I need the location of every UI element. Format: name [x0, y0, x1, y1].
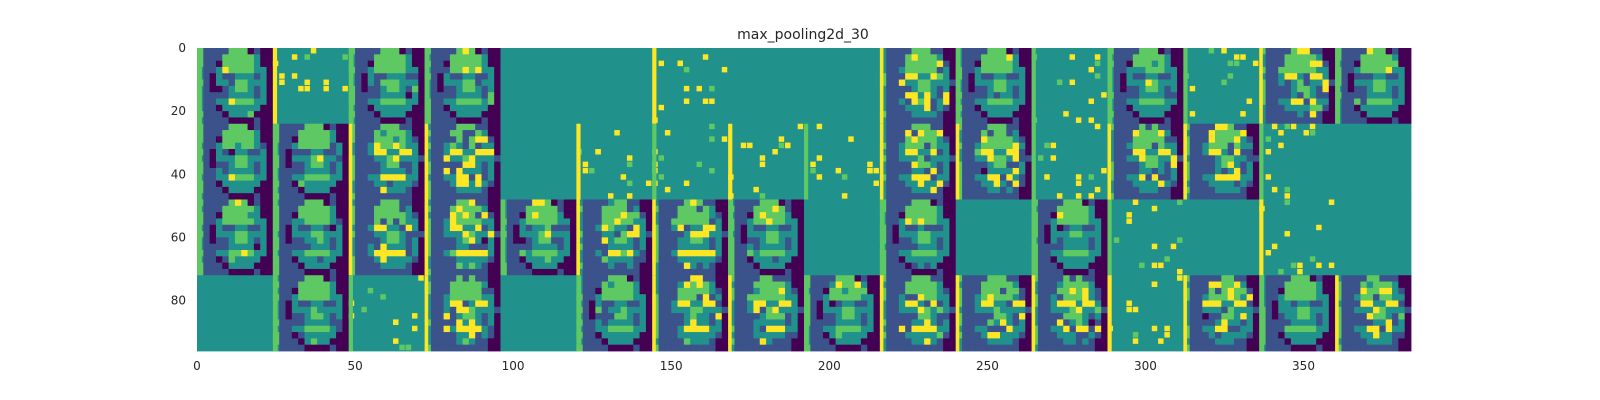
feature-map-tile: [652, 123, 729, 200]
feature-map-tile: [804, 275, 881, 352]
feature-map-tile: [728, 199, 805, 276]
feature-map-tile: [348, 275, 426, 352]
feature-map-tile: [1107, 275, 1184, 352]
feature-map-tile: [1259, 199, 1336, 276]
x-axis: 0 50 100 150 200 250 300 350: [193, 359, 1315, 373]
feature-map-tile: [804, 123, 881, 200]
feature-map-tile: [576, 48, 653, 125]
x-tick-label: 0: [193, 359, 201, 373]
feature-map-tile: [955, 199, 1033, 276]
feature-map-tile: [424, 275, 501, 352]
feature-map-tile: [1335, 123, 1412, 200]
x-tick-label: 250: [976, 359, 999, 373]
feature-map-tile: [348, 123, 426, 200]
x-tick-label: 200: [818, 359, 841, 373]
feature-map-tile: [1031, 199, 1108, 276]
feature-map-tile: [424, 123, 501, 200]
chart-title: max_pooling2d_30: [737, 27, 869, 43]
feature-map-tile: [728, 275, 805, 352]
feature-map-tile: [1183, 48, 1260, 125]
feature-map-tile: [424, 48, 501, 125]
feature-map-tile: [500, 199, 577, 276]
feature-map-tile: [272, 275, 350, 352]
feature-map-tile: [348, 199, 426, 276]
y-tick-label: 40: [171, 167, 186, 181]
feature-map-tile: [1183, 275, 1260, 352]
feature-map-tile: [500, 48, 577, 125]
feature-map-tile: [955, 275, 1033, 352]
y-tick-label: 60: [171, 230, 186, 244]
feature-map-tile: [197, 275, 274, 352]
x-tick-label: 300: [1134, 359, 1157, 373]
feature-map-tile: [197, 199, 274, 276]
feature-map-tile: [879, 275, 957, 352]
x-tick-label: 150: [660, 359, 683, 373]
feature-map-tile: [728, 123, 805, 200]
feature-map-tile: [576, 199, 653, 276]
x-tick-label: 350: [1292, 359, 1315, 373]
feature-map-tile: [879, 199, 957, 276]
feature-map-tile: [348, 48, 426, 125]
feature-map-tile: [1259, 275, 1336, 352]
feature-map-tile: [652, 275, 729, 352]
x-tick-label: 100: [502, 359, 525, 373]
y-axis: 0 20 40 60 80: [171, 41, 186, 308]
feature-map-tile: [272, 123, 350, 200]
feature-map-tile: [272, 48, 350, 125]
feature-map-tile: [576, 123, 653, 200]
feature-map-tile: [1183, 123, 1260, 200]
feature-map-tile: [272, 199, 350, 276]
feature-map-tile: [1107, 199, 1184, 276]
feature-map-tile: [1183, 199, 1260, 276]
feature-map-tile: [197, 48, 274, 125]
feature-map-tile: [1107, 123, 1184, 200]
feature-map-tile: [500, 275, 577, 352]
activation-grid: [197, 48, 1412, 352]
y-tick-label: 80: [171, 294, 186, 308]
feature-map-tile: [652, 199, 729, 276]
feature-map-tile: [500, 123, 577, 200]
feature-map-tile: [955, 123, 1033, 200]
feature-map-tile: [197, 123, 274, 200]
feature-map-tile: [1031, 48, 1108, 125]
feature-map-tile: [1031, 123, 1108, 200]
feature-map-tile: [1335, 275, 1412, 352]
feature-map-tile: [652, 48, 729, 125]
feature-map-tile: [728, 48, 805, 125]
feature-map-tile: [804, 199, 881, 276]
feature-map-tile: [879, 123, 957, 200]
feature-map-tile: [1335, 199, 1412, 276]
feature-map-tile: [879, 48, 957, 125]
feature-map-tile: [955, 48, 1033, 125]
feature-map-tile: [424, 199, 501, 276]
y-tick-label: 20: [171, 104, 186, 118]
y-tick-label: 0: [178, 41, 186, 55]
feature-map-tile: [1335, 48, 1412, 125]
feature-map-tile: [576, 275, 653, 352]
feature-map-tile: [804, 48, 881, 125]
x-tick-label: 50: [347, 359, 362, 373]
feature-map-tile: [1107, 48, 1184, 125]
feature-map-tile: [1031, 275, 1108, 352]
feature-map-tile: [1259, 123, 1336, 200]
feature-map-tile: [1259, 48, 1336, 125]
